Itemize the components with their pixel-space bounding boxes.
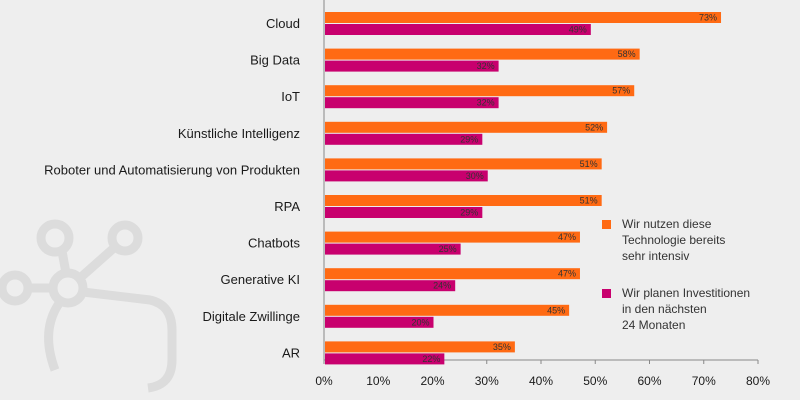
bar-value-label: 25% [439, 244, 457, 254]
bar-series-1 [325, 85, 635, 97]
bar-series-2 [325, 280, 456, 292]
bar-value-label: 29% [460, 208, 478, 218]
bar-value-label: 52% [585, 122, 603, 132]
bar-value-label: 47% [558, 232, 576, 242]
bars: 73% 49% 58% 32% 57% 32% 52% 29% 51% 30% 51% 29% 47% 2… [325, 12, 722, 365]
bar-series-2 [325, 97, 499, 109]
bar-series-1 [325, 195, 602, 206]
legend-swatch [602, 289, 611, 298]
bar-series-2 [325, 170, 488, 182]
bar-value-label: 73% [699, 13, 717, 23]
bar-value-label: 35% [493, 342, 511, 352]
x-tick-label: 50% [583, 374, 607, 388]
bar-series-1 [325, 121, 608, 133]
x-axis-ticks: 0% 10% 20% 30% 40% 50% 60% 70% 80% [315, 360, 770, 388]
bar-value-label: 47% [558, 269, 576, 279]
x-tick-label: 40% [529, 374, 553, 388]
legend-label: Technologie bereits [622, 233, 725, 247]
bar-series-2 [325, 353, 445, 365]
bar-value-label: 45% [547, 305, 565, 315]
category-label: IoT [281, 89, 300, 104]
category-label: Generative KI [221, 272, 301, 287]
bar-series-1 [325, 231, 580, 243]
category-labels: Cloud Big Data IoT Künstliche Intelligenz Ro… [44, 16, 301, 360]
category-label: Roboter und Automatisierung von Produkte… [44, 162, 300, 177]
bar-value-label: 49% [569, 25, 587, 35]
category-label: AR [282, 345, 300, 360]
bar-series-2 [325, 24, 591, 35]
bar-value-label: 32% [477, 98, 495, 108]
category-label: Cloud [266, 16, 300, 31]
bar-value-label: 29% [460, 134, 478, 144]
bar-value-label: 51% [580, 159, 598, 169]
x-tick-label: 20% [420, 374, 444, 388]
legend-swatch [602, 220, 611, 229]
bar-value-label: 22% [422, 354, 440, 364]
x-tick-label: 70% [692, 374, 716, 388]
bar-series-2 [325, 243, 461, 255]
x-tick-label: 10% [366, 374, 390, 388]
x-tick-label: 60% [637, 374, 661, 388]
bar-value-label: 24% [433, 281, 451, 291]
bar-series-1 [325, 268, 580, 280]
legend-label: 24 Monaten [622, 318, 685, 332]
bar-value-label: 58% [618, 49, 636, 59]
legend-label: sehr intensiv [622, 249, 689, 263]
bar-series-1 [325, 304, 570, 316]
category-label: Chatbots [248, 236, 301, 251]
bar-series-1 [325, 158, 602, 170]
bar-series-2 [325, 133, 483, 145]
network-graphic-icon [0, 219, 177, 393]
bar-value-label: 32% [477, 61, 495, 71]
category-label: RPA [274, 199, 300, 214]
legend-label: Wir nutzen diese [622, 217, 712, 231]
legend-label: Wir planen Investitionen [622, 286, 750, 300]
bar-series-1 [325, 12, 722, 23]
bar-value-label: 57% [612, 86, 630, 96]
bar-value-label: 20% [411, 317, 429, 327]
category-label: Big Data [250, 53, 301, 68]
legend: Wir nutzen diese Technologie bereits sehr … [602, 217, 750, 332]
category-label: Digitale Zwillinge [202, 309, 300, 324]
bar-value-label: 51% [580, 196, 598, 206]
x-tick-label: 80% [746, 374, 770, 388]
category-label: Künstliche Intelligenz [178, 126, 300, 141]
bar-series-2 [325, 316, 434, 328]
bar-series-2 [325, 60, 499, 72]
bar-series-1 [325, 48, 640, 60]
bar-series-2 [325, 207, 483, 218]
legend-label: in den nächsten [622, 302, 707, 316]
x-tick-label: 0% [315, 374, 333, 388]
bar-value-label: 30% [466, 171, 484, 181]
bar-series-1 [325, 341, 515, 353]
x-tick-label: 30% [475, 374, 499, 388]
